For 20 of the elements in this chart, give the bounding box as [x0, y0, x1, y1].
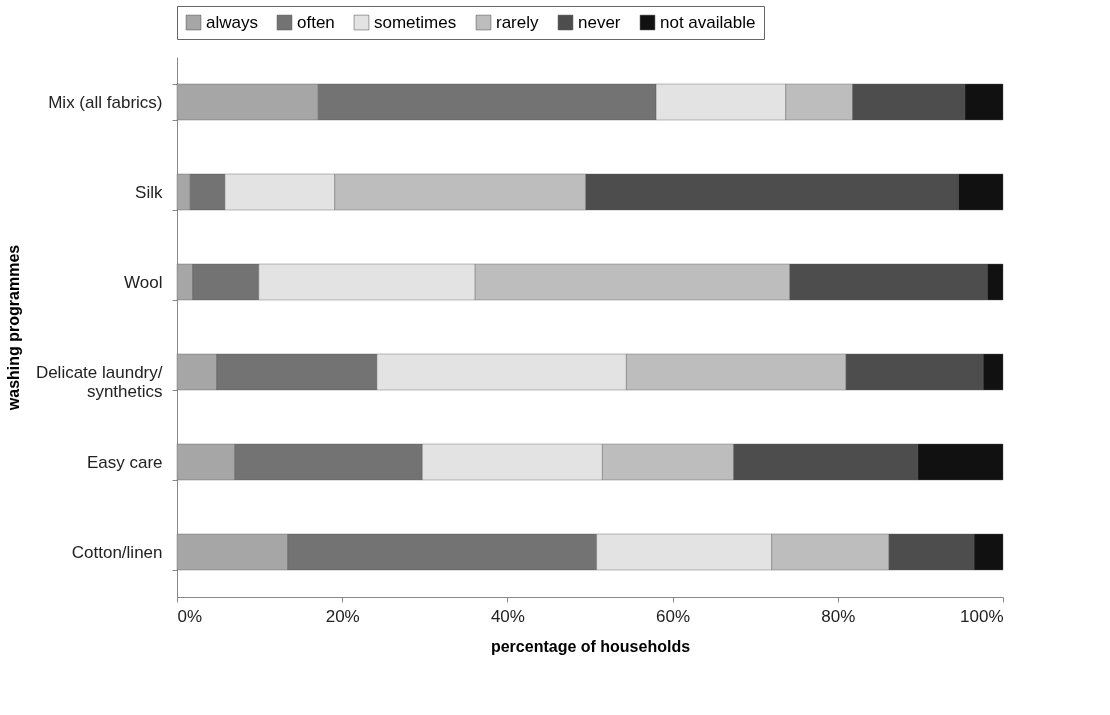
- x-tick-label: 20%: [325, 606, 360, 626]
- y-tick-label: Mix (all fabrics): [48, 92, 163, 112]
- y-tick-label: Cotton/linen: [71, 542, 163, 562]
- x-tick-label: 80%: [821, 606, 856, 626]
- y-axis-title: washing programmes: [4, 244, 22, 412]
- legend-label: always: [206, 12, 258, 32]
- legend-label: often: [297, 12, 335, 32]
- x-tick-label: 60%: [656, 606, 691, 626]
- y-tick-label: Easy care: [86, 452, 163, 472]
- legend-label: sometimes: [374, 12, 457, 32]
- y-tick-label: Silk: [135, 182, 163, 202]
- x-axis-title: percentage of households: [490, 637, 691, 655]
- legend-label: not available: [660, 12, 756, 32]
- x-tick-label: 100%: [960, 606, 1004, 626]
- y-tick-label: Wool: [124, 272, 163, 292]
- legend-label: rarely: [496, 12, 540, 32]
- x-tick-label: 40%: [490, 606, 525, 626]
- x-tick-label: 0%: [177, 606, 203, 626]
- y-tick-label: Delicate laundry/ synthetics: [35, 362, 163, 401]
- legend-label: never: [578, 12, 621, 32]
